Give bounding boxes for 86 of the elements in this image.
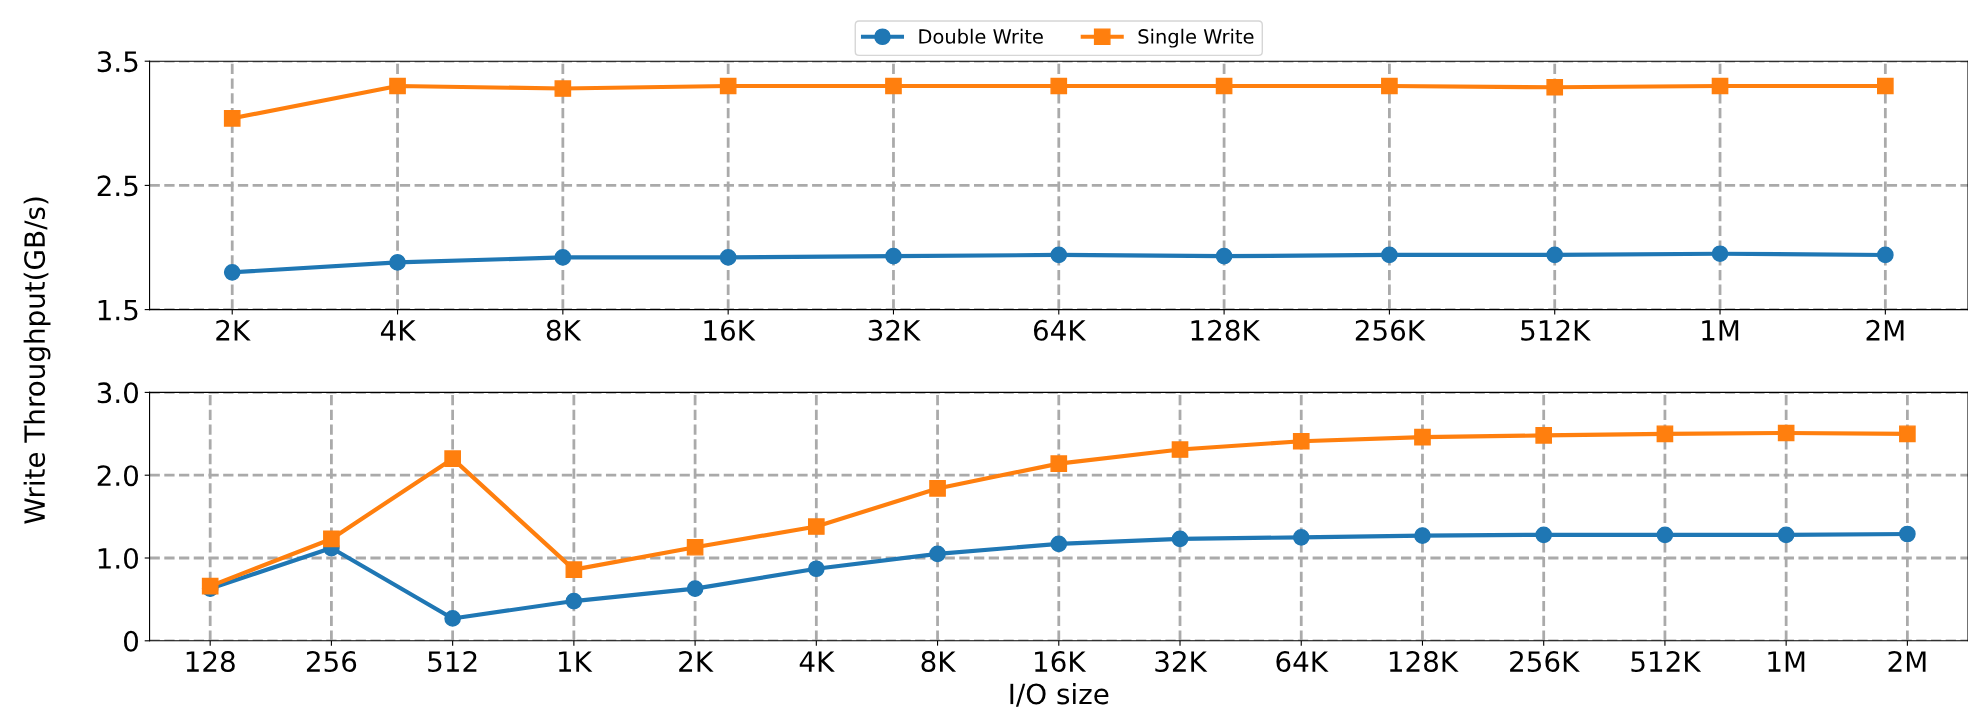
y-tick-label: 1.0 [98, 547, 138, 569]
point [565, 561, 583, 578]
point [686, 538, 704, 556]
point [885, 247, 902, 265]
x-tick-label: 16K [704, 319, 756, 341]
point [565, 592, 583, 610]
point [1546, 246, 1564, 264]
y-tick-label: 0 [124, 630, 138, 652]
y-tick-label: 3.5 [97, 51, 138, 73]
point [807, 518, 825, 535]
point [323, 530, 340, 548]
point [554, 249, 572, 266]
point [1535, 427, 1553, 444]
x-tick-label: 2K [679, 651, 714, 672]
point [719, 249, 737, 266]
y-tick-label: 2.5 [97, 175, 138, 197]
point [223, 109, 241, 127]
point [1711, 77, 1729, 95]
point [1899, 425, 1916, 443]
point [1171, 530, 1189, 548]
x-tick-label: 256K [1510, 651, 1580, 673]
x-axis-title: I/O size [1010, 682, 1109, 707]
point [686, 580, 704, 597]
y-axis-title: Write Throughput(GB/s) [23, 197, 51, 524]
point [885, 77, 902, 95]
point [223, 264, 241, 281]
y-tick-label: 3.0 [97, 382, 138, 404]
point [929, 545, 946, 563]
point [1656, 526, 1674, 544]
point [389, 254, 406, 271]
point [389, 77, 406, 95]
x-tick-label: 4K [799, 651, 835, 672]
point [1777, 424, 1795, 442]
x-tick-label: 256 [306, 651, 357, 673]
point [1215, 77, 1233, 95]
x-tick-label: 32K [868, 319, 921, 341]
point [1050, 77, 1068, 95]
point [1546, 78, 1564, 96]
x-tick-label: 1K [558, 651, 593, 672]
point [1215, 247, 1233, 265]
x-tick-label: 2M [1888, 651, 1926, 672]
x-tick-label: 128K [1191, 319, 1261, 341]
point [1381, 246, 1398, 264]
x-tick-label: 2K [216, 319, 251, 341]
x-tick-label: 512K [1521, 319, 1591, 341]
point [1292, 528, 1310, 546]
x-tick-label: 2M [1866, 319, 1904, 341]
point [719, 77, 737, 95]
point [1777, 526, 1795, 544]
point [1414, 428, 1431, 446]
point [444, 450, 461, 467]
point [1899, 525, 1916, 543]
x-tick-label: 128 [186, 651, 235, 673]
x-tick-label: 16K [1035, 651, 1087, 673]
point [1877, 77, 1894, 95]
x-tick-label: 256K [1355, 319, 1426, 341]
x-tick-label: 128K [1389, 651, 1459, 673]
point [554, 80, 572, 97]
legend-label: Single Write [1138, 28, 1254, 48]
point [1050, 246, 1068, 264]
point [1381, 77, 1398, 95]
point [1292, 432, 1310, 450]
point [1050, 535, 1068, 553]
legend-label: Double Write [919, 28, 1043, 44]
point [1050, 455, 1068, 472]
point [1711, 245, 1729, 263]
point [1656, 425, 1674, 443]
x-tick-label: 1M [1768, 651, 1805, 672]
x-tick-label: 64K [1276, 651, 1329, 673]
x-tick-label: 32K [1155, 651, 1208, 673]
x-tick-label: 1M [1702, 320, 1739, 341]
x-tick-label: 4K [380, 320, 417, 341]
point [1171, 441, 1189, 458]
point [1414, 527, 1431, 544]
x-tick-label: 64K [1033, 319, 1087, 341]
point [929, 480, 946, 497]
x-tick-label: 512 [428, 651, 477, 673]
point [1877, 246, 1894, 264]
point [807, 560, 825, 578]
x-tick-label: 8K [546, 319, 582, 341]
point [444, 610, 461, 627]
y-tick-label: 2.0 [97, 465, 138, 487]
point [1535, 526, 1553, 544]
y-tick-label: 1.5 [98, 299, 138, 321]
x-tick-label: 512K [1631, 651, 1702, 673]
x-tick-label: 8K [921, 651, 957, 673]
